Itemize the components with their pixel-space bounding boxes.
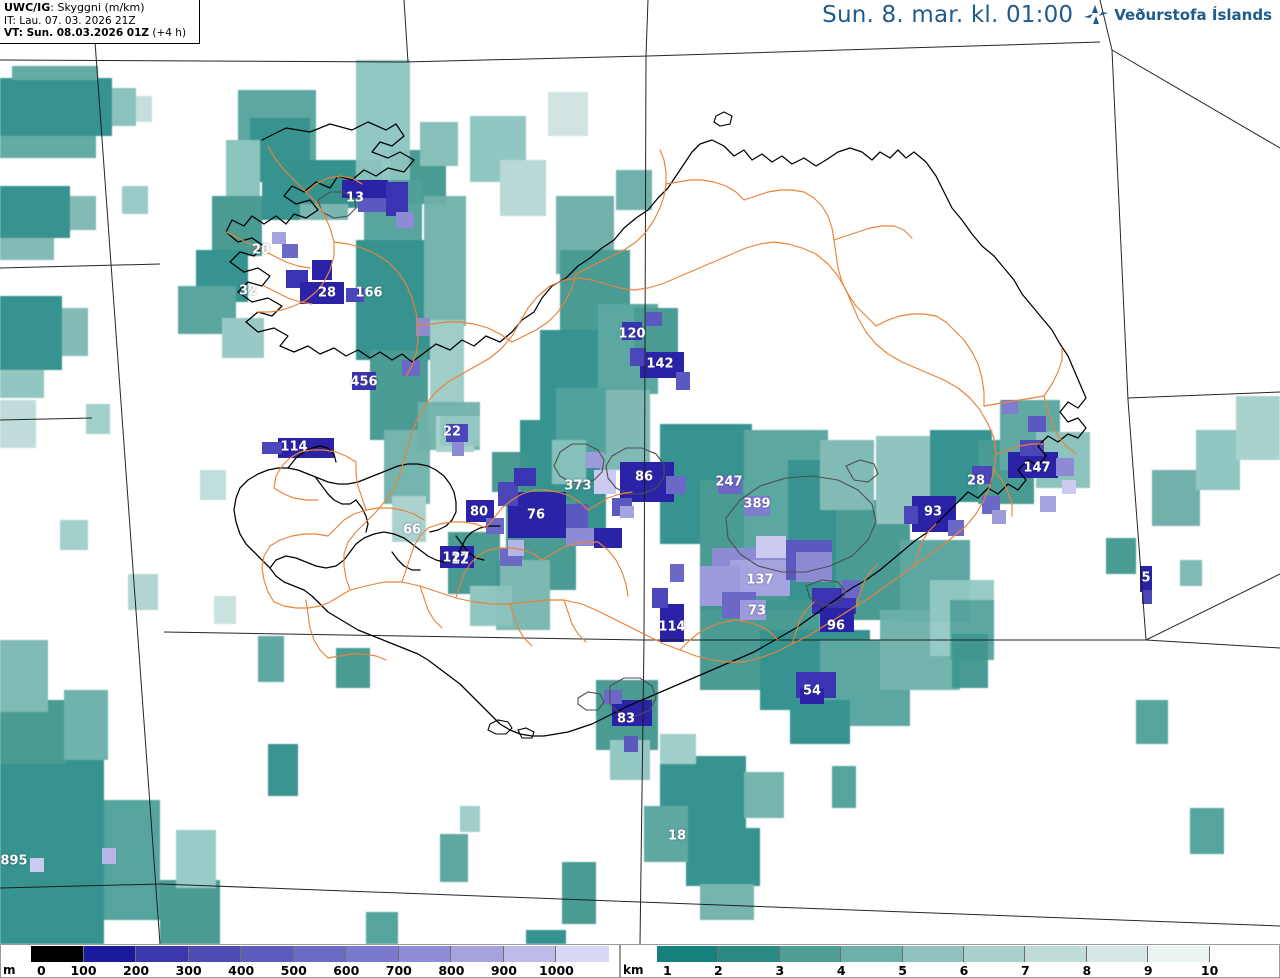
product-name-sep: : [50,1,58,14]
legend-swatch [841,946,903,962]
legend-swatch [241,946,294,962]
legend-bars: m 0 100 200 300 400 500 600 700 800 900 1000 km 1 2… [0,944,1280,978]
legend-tick-label: 100 [70,963,97,978]
legend-swatch [188,946,242,962]
org-name: Veðurstofa Íslands [1114,6,1272,24]
legend-meters[interactable]: m 0 100 200 300 400 500 600 700 800 900 1000 [0,944,620,978]
legend-swatch [503,946,557,962]
legend-swatch [31,946,84,962]
init-time: IT: Lau. 07. 03. 2026 21Z [4,14,136,27]
legend-km-unit: km [623,963,644,977]
legend-swatch [83,946,137,962]
product-info-box: UWC/IG: Skyggni (m/km) IT: Lau. 07. 03. … [0,0,200,44]
map-canvas[interactable]: 13 20 32 28 166 456 114 22 66 12 80 76 127 373 86 120 14… [0,0,1280,944]
legend-swatch [1086,946,1149,962]
legend-km-swatches [657,946,1271,962]
legend-swatch [779,946,842,962]
legend-kilometers[interactable]: km 1 2 3 4 5 6 7 8 9 10 [620,944,1280,978]
legend-tick-label: 2 [714,963,723,978]
weather-vane-icon [1084,5,1109,24]
legend-tick-label: 4 [836,963,846,978]
map-graphics [0,0,1280,944]
legend-swatch [398,946,452,962]
page-title: Sun. 8. mar. kl. 01:00 [822,2,1074,28]
legend-tick-label: 400 [228,963,255,978]
legend-tick-label: 800 [438,963,465,978]
product-name: Skyggni (m/km) [57,1,145,14]
legend-tick-label: 200 [123,963,150,978]
legend-meters-ticks: m 0 100 200 300 400 500 600 700 800 900 1000 [1,962,619,978]
legend-tick-label: 9 [1143,963,1153,978]
product-code: UWC/IG [4,1,51,14]
legend-tick-label: 5 [898,963,907,978]
legend-tick-label: 900 [490,963,517,978]
legend-tick-label: 1 [663,963,672,978]
legend-tick-label: 3 [775,963,785,978]
legend-tick-label: 8 [1082,963,1092,978]
legend-swatch [718,946,780,962]
legend-swatch [556,946,609,962]
legend-tick-label: 300 [175,963,202,978]
legend-tick-label: 0 [37,963,46,978]
valid-time-line: VT: Sun. 08.03.2026 01Z (+4 h) [4,27,195,39]
legend-swatch [136,946,189,962]
product-title-line: UWC/IG: Skyggni (m/km) [4,1,195,15]
legend-tick-label: 10 [1200,963,1219,978]
legend-tick-label: 1000 [539,963,574,978]
legend-swatch [451,946,504,962]
legend-swatch [1025,946,1087,962]
legend-swatch [1148,946,1210,962]
legend-swatch [657,946,719,962]
legend-swatch [293,946,347,962]
legend-swatch [902,946,964,962]
legend-swatch [1209,946,1271,962]
legend-swatch [963,946,1026,962]
legend-meters-swatches [31,946,609,962]
lead-time: (+4 h) [152,27,187,40]
met-office-logo[interactable]: Veðurstofa Íslands [1083,4,1272,26]
legend-tick-label: 6 [959,963,969,978]
legend-tick-label: 7 [1021,963,1030,978]
legend-tick-label: 600 [333,963,360,978]
valid-time-text: VT: Sun. 08.03.2026 01Z [4,27,150,40]
legend-tick-label: 500 [280,963,307,978]
header-right: Sun. 8. mar. kl. 01:00 Veðurstofa Ísland… [822,2,1272,28]
legend-swatch [346,946,399,962]
legend-tick-label: 700 [385,963,412,978]
legend-km-ticks: km 1 2 3 4 5 6 7 8 9 10 [621,962,1279,978]
legend-meters-unit: m [3,963,16,977]
